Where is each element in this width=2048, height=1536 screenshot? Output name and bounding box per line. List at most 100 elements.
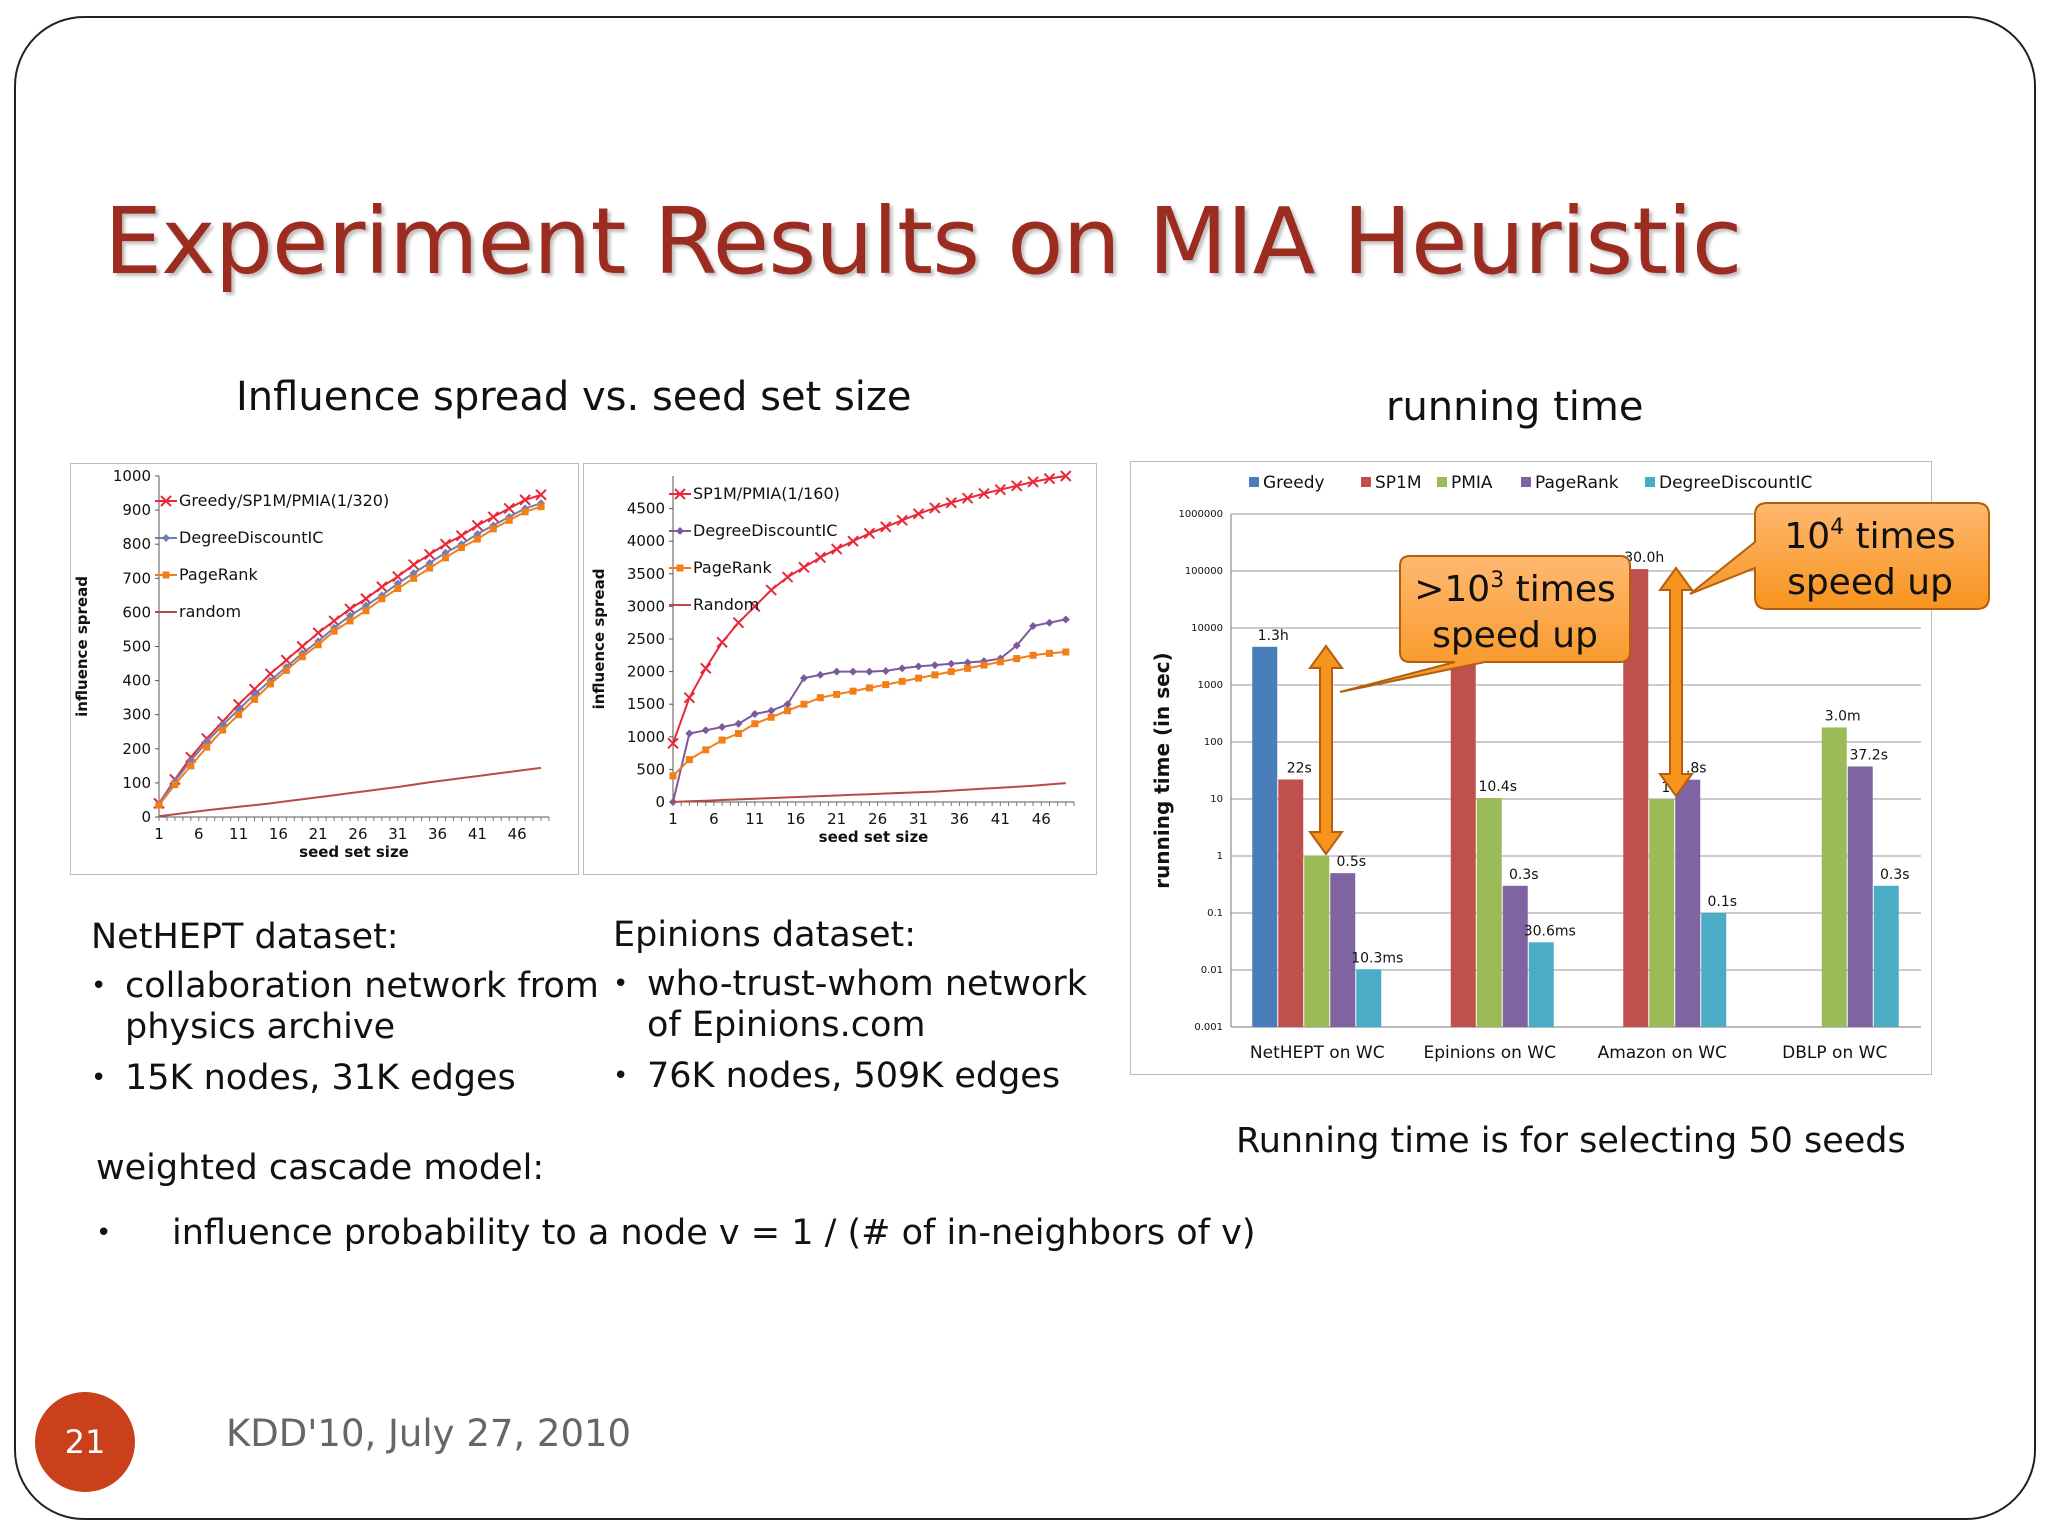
y-tick-label: 10000 bbox=[1191, 623, 1223, 634]
data-point bbox=[930, 661, 939, 670]
bar-value-label: 22s bbox=[1287, 760, 1312, 776]
data-point bbox=[1027, 476, 1039, 488]
legend-marker bbox=[162, 571, 170, 579]
data-point bbox=[667, 737, 679, 750]
data-point bbox=[266, 680, 274, 688]
data-point bbox=[881, 666, 890, 675]
footer-text: KDD'10, July 27, 2010 bbox=[226, 1412, 632, 1455]
data-point bbox=[1045, 618, 1054, 627]
y-tick-label: 10 bbox=[1210, 794, 1223, 805]
data-point bbox=[312, 627, 324, 639]
y-tick-label: 700 bbox=[122, 569, 151, 587]
data-point bbox=[1043, 472, 1056, 485]
data-point bbox=[298, 653, 306, 661]
data-point bbox=[914, 662, 923, 671]
y-tick-label: 100 bbox=[122, 774, 151, 792]
speedup-callout-1: >103 times speed up bbox=[1339, 555, 1631, 693]
data-point bbox=[978, 487, 990, 500]
bar bbox=[1847, 766, 1873, 1027]
data-point bbox=[251, 695, 259, 703]
legend-label: Greedy bbox=[1263, 473, 1325, 493]
x-axis-label: seed set size bbox=[819, 828, 929, 846]
data-point bbox=[734, 719, 743, 728]
data-point bbox=[915, 674, 923, 682]
data-point bbox=[505, 516, 513, 524]
y-tick-label: 300 bbox=[122, 706, 151, 724]
data-point bbox=[235, 711, 243, 719]
data-point bbox=[765, 584, 777, 596]
y-tick-label: 0.001 bbox=[1194, 1022, 1223, 1033]
legend-marker bbox=[160, 495, 172, 507]
legend-label: DegreeDiscountIC bbox=[1659, 473, 1812, 493]
data-point bbox=[929, 502, 941, 514]
legend-label: SP1M/PMIA(1/160) bbox=[693, 484, 840, 503]
bar-value-label: 0.5s bbox=[1336, 854, 1366, 870]
series-line-3 bbox=[158, 766, 542, 818]
bullet-dot: • bbox=[96, 1218, 112, 1248]
y-tick-label: 3000 bbox=[627, 597, 665, 615]
double-arrow-amazon bbox=[1658, 566, 1694, 798]
bar bbox=[1304, 856, 1330, 1027]
x-tick-label: 6 bbox=[709, 810, 719, 828]
bar bbox=[1278, 779, 1304, 1027]
data-point bbox=[847, 535, 859, 547]
data-point bbox=[519, 494, 531, 506]
series-line-3 bbox=[672, 782, 1066, 803]
data-point bbox=[896, 514, 908, 527]
data-point bbox=[683, 691, 696, 704]
data-point bbox=[442, 554, 450, 562]
data-point bbox=[701, 726, 710, 735]
nethept-b1-line1: collaboration network from bbox=[125, 966, 599, 1006]
nethept-b1-line2: physics archive bbox=[125, 1007, 396, 1047]
legend-swatch bbox=[1437, 477, 1447, 487]
y-tick-label: 0 bbox=[655, 793, 665, 811]
y-tick-label: 1000000 bbox=[1178, 509, 1223, 520]
bar-value-label: 10.4s bbox=[1479, 779, 1517, 795]
data-point bbox=[816, 670, 825, 679]
data-point bbox=[346, 617, 354, 625]
legend-marker bbox=[676, 527, 684, 535]
data-point bbox=[830, 543, 843, 555]
callout-2-line1: 104 times bbox=[1784, 515, 1955, 557]
y-tick-label: 0 bbox=[141, 808, 151, 826]
data-point bbox=[669, 772, 677, 780]
data-point bbox=[814, 551, 827, 564]
epinions-dataset-title: Epinions dataset: bbox=[613, 915, 917, 955]
slide-title: Experiment Results on MIA Heuristic bbox=[104, 188, 1742, 295]
bar-value-label: 30.0h bbox=[1624, 550, 1664, 566]
legend-marker bbox=[162, 534, 170, 542]
epinions-chart-panel: 0 500 1000 1500 2000 2500 3000 3500 4000 4500 1 6 11… bbox=[583, 463, 1097, 875]
x-tick-label: 36 bbox=[428, 825, 447, 843]
data-point bbox=[945, 497, 957, 509]
callout-1-line2: speed up bbox=[1432, 615, 1598, 656]
data-point bbox=[734, 730, 742, 738]
y-tick-label: 1000 bbox=[1198, 680, 1223, 691]
data-point bbox=[1029, 651, 1037, 659]
bar bbox=[1450, 657, 1476, 1027]
bullet-dot: • bbox=[613, 1061, 629, 1091]
bar-value-label: 0.3s bbox=[1509, 867, 1539, 883]
bar bbox=[1701, 913, 1727, 1027]
bar-value-label: 3.0m bbox=[1825, 708, 1861, 724]
right-heading: running time bbox=[1386, 384, 1644, 430]
bar-value-label: 0.1s bbox=[1707, 894, 1737, 910]
data-point bbox=[880, 521, 892, 533]
data-point bbox=[718, 723, 727, 732]
y-tick-label: 1 bbox=[1217, 851, 1223, 862]
data-point bbox=[1013, 655, 1021, 663]
y-tick-label: 2000 bbox=[627, 663, 665, 681]
data-point bbox=[1011, 480, 1023, 492]
y-tick-label: 600 bbox=[122, 603, 151, 621]
data-point bbox=[171, 781, 179, 789]
data-point bbox=[882, 681, 890, 689]
bar bbox=[1252, 646, 1278, 1027]
data-point bbox=[980, 661, 988, 669]
data-point bbox=[219, 726, 227, 734]
bar bbox=[1873, 885, 1899, 1027]
nethept-dataset-title: NetHEPT dataset: bbox=[91, 917, 399, 957]
data-point bbox=[521, 508, 529, 516]
data-point bbox=[865, 684, 873, 692]
legend-label: Greedy/SP1M/PMIA(1/320) bbox=[179, 491, 389, 510]
legend-label: DegreeDiscountIC bbox=[179, 528, 323, 547]
